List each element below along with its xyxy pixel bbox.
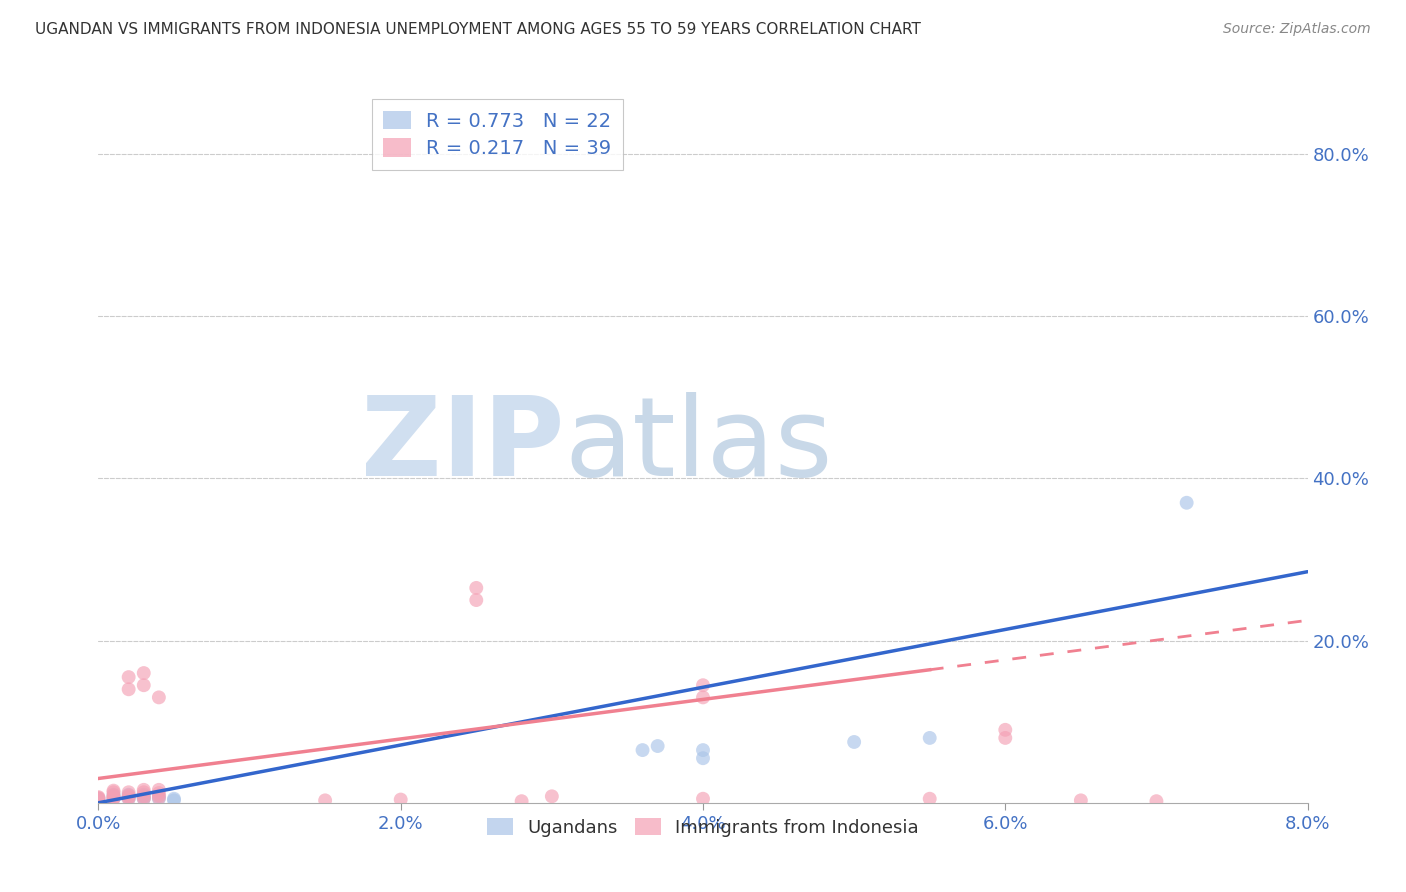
Point xyxy=(87,791,110,805)
Point xyxy=(510,794,533,808)
Point xyxy=(103,783,125,797)
Point xyxy=(1070,793,1092,807)
Point xyxy=(647,739,669,753)
Point xyxy=(132,788,155,802)
Point xyxy=(389,792,412,806)
Point xyxy=(692,678,714,692)
Point xyxy=(132,782,155,797)
Point xyxy=(132,666,155,681)
Point xyxy=(103,791,125,805)
Point xyxy=(148,789,170,804)
Point xyxy=(132,791,155,805)
Point xyxy=(631,743,654,757)
Point xyxy=(465,593,488,607)
Point xyxy=(918,731,941,745)
Point xyxy=(132,789,155,804)
Text: ZIP: ZIP xyxy=(360,392,564,500)
Point xyxy=(118,682,141,697)
Point xyxy=(118,791,141,805)
Text: UGANDAN VS IMMIGRANTS FROM INDONESIA UNEMPLOYMENT AMONG AGES 55 TO 59 YEARS CORR: UGANDAN VS IMMIGRANTS FROM INDONESIA UNE… xyxy=(35,22,921,37)
Text: atlas: atlas xyxy=(564,392,832,500)
Point xyxy=(148,786,170,800)
Point xyxy=(1146,794,1168,808)
Point xyxy=(540,789,562,804)
Point xyxy=(132,785,155,799)
Point xyxy=(87,791,110,805)
Point xyxy=(103,789,125,804)
Point xyxy=(692,791,714,805)
Point xyxy=(87,790,110,805)
Point xyxy=(132,678,155,692)
Point xyxy=(103,790,125,805)
Point xyxy=(148,789,170,803)
Point xyxy=(132,791,155,805)
Point xyxy=(844,735,866,749)
Point xyxy=(465,581,488,595)
Point xyxy=(118,670,141,684)
Point xyxy=(148,791,170,805)
Point xyxy=(148,791,170,805)
Point xyxy=(692,751,714,765)
Point xyxy=(118,790,141,805)
Point xyxy=(692,743,714,757)
Point xyxy=(118,785,141,799)
Point xyxy=(103,791,125,805)
Point xyxy=(163,791,186,805)
Y-axis label: Unemployment Among Ages 55 to 59 years: Unemployment Among Ages 55 to 59 years xyxy=(0,264,8,628)
Point xyxy=(994,731,1017,745)
Text: Source: ZipAtlas.com: Source: ZipAtlas.com xyxy=(1223,22,1371,37)
Point xyxy=(692,690,714,705)
Point xyxy=(918,791,941,805)
Point xyxy=(132,791,155,805)
Point xyxy=(103,791,125,805)
Point xyxy=(118,789,141,803)
Point xyxy=(103,785,125,799)
Point xyxy=(163,793,186,807)
Point xyxy=(87,791,110,805)
Point xyxy=(103,789,125,803)
Point xyxy=(132,789,155,804)
Point xyxy=(314,793,336,807)
Point xyxy=(148,782,170,797)
Point xyxy=(118,788,141,802)
Point xyxy=(994,723,1017,737)
Legend: Ugandans, Immigrants from Indonesia: Ugandans, Immigrants from Indonesia xyxy=(479,811,927,844)
Point xyxy=(148,690,170,705)
Point xyxy=(103,788,125,802)
Point xyxy=(118,790,141,805)
Point xyxy=(118,791,141,805)
Point xyxy=(1175,496,1198,510)
